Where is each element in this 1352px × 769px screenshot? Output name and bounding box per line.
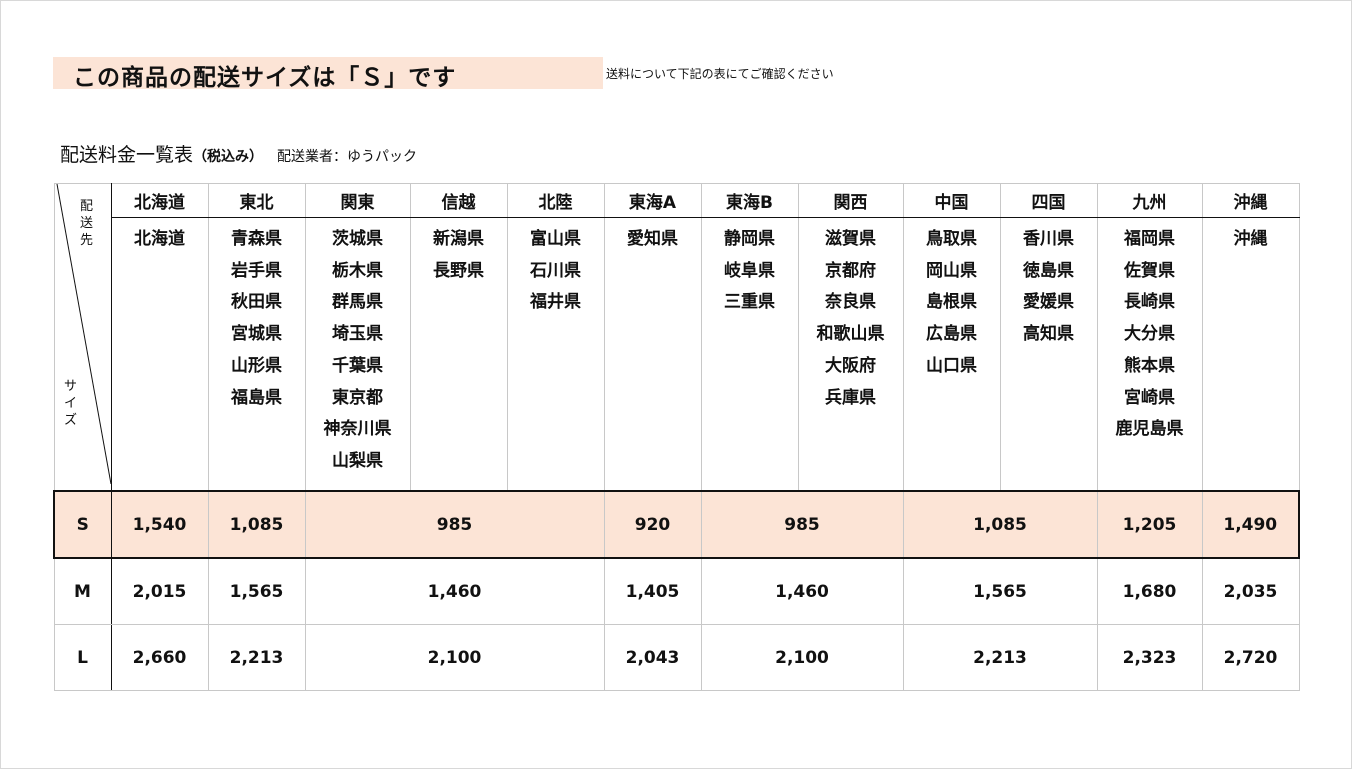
region-header: 中国 — [902, 183, 1001, 218]
rate-cell: 985 — [304, 490, 605, 559]
prefecture-list: 青森県 岩手県 秋田県 宮城県 山形県 福島県 — [207, 217, 306, 492]
size-banner: この商品の配送サイズは「Ｓ」です — [53, 57, 603, 91]
prefecture-list: 茨城県 栃木県 群馬県 埼玉県 千葉県 東京都 神奈川県 山梨県 — [304, 217, 411, 492]
size-label: M — [53, 557, 112, 625]
prefecture-list: 愛知県 — [603, 217, 702, 492]
rate-cell: 1,085 — [902, 490, 1098, 559]
rate-table-title: 配送料金一覧表 — [60, 144, 194, 166]
size-label: S — [53, 490, 112, 559]
corner-size-label: サイズ — [63, 379, 77, 428]
prefecture-list: 鳥取県 岡山県 島根県 広島県 山口県 — [902, 217, 1001, 492]
region-header: 沖縄 — [1201, 183, 1300, 218]
rate-cell: 2,015 — [110, 557, 209, 625]
rate-row-l: L 2,660 2,213 2,100 2,043 2,100 2,213 2,323 2,72… — [53, 624, 1300, 691]
prefecture-list: 静岡県 岐阜県 三重県 — [700, 217, 799, 492]
region-header: 関西 — [797, 183, 904, 218]
prefecture-list: 新潟県 長野県 — [409, 217, 508, 492]
prefecture-list: 香川県 徳島県 愛媛県 高知県 — [999, 217, 1098, 492]
corner-header: 配送先 サイズ — [53, 183, 112, 492]
rate-cell: 985 — [700, 490, 904, 559]
rate-cell: 2,720 — [1201, 624, 1300, 691]
rate-cell: 2,213 — [902, 624, 1098, 691]
rate-cell: 1,460 — [304, 557, 605, 625]
region-header: 北陸 — [506, 183, 605, 218]
carrier-label: 配送業者：ゆうパック — [277, 149, 418, 165]
region-header: 東海B — [700, 183, 799, 218]
banner-title: この商品の配送サイズは「Ｓ」です — [73, 65, 457, 91]
corner-destination-label: 配送先 — [79, 199, 93, 248]
region-header: 東北 — [207, 183, 306, 218]
rate-cell: 920 — [603, 490, 702, 559]
prefecture-list: 福岡県 佐賀県 長崎県 大分県 熊本県 宮崎県 鹿児島県 — [1096, 217, 1203, 492]
region-header: 関東 — [304, 183, 411, 218]
rate-row-m: M 2,015 1,565 1,460 1,405 1,460 1,565 1,680 2,03… — [53, 557, 1300, 625]
diagonal-divider — [56, 184, 111, 484]
region-header: 信越 — [409, 183, 508, 218]
banner-note: 送料について下記の表にてご確認ください — [606, 67, 834, 81]
region-header: 九州 — [1096, 183, 1203, 218]
size-label: L — [53, 624, 112, 691]
section-title: 配送料金一覧表（税込み） 配送業者：ゆうパック — [60, 140, 417, 167]
rate-row-s: S 1,540 1,085 985 920 985 1,085 1,205 1,490 — [53, 490, 1300, 559]
rate-cell: 2,213 — [207, 624, 306, 691]
rate-cell: 2,660 — [110, 624, 209, 691]
rate-cell: 1,085 — [207, 490, 306, 559]
tax-note: （税込み） — [193, 149, 264, 165]
rate-cell: 1,565 — [902, 557, 1098, 625]
prefecture-list: 沖縄 — [1201, 217, 1300, 492]
rate-cell: 1,205 — [1096, 490, 1203, 559]
rate-cell: 1,565 — [207, 557, 306, 625]
region-header: 東海A — [603, 183, 702, 218]
rate-cell: 1,490 — [1201, 490, 1300, 559]
rate-cell: 2,035 — [1201, 557, 1300, 625]
rate-cell: 2,323 — [1096, 624, 1203, 691]
rate-cell: 2,100 — [304, 624, 605, 691]
prefecture-list: 滋賀県 京都府 奈良県 和歌山県 大阪府 兵庫県 — [797, 217, 904, 492]
rate-cell: 1,540 — [110, 490, 209, 559]
region-header: 四国 — [999, 183, 1098, 218]
rate-cell: 2,043 — [603, 624, 702, 691]
rate-cell: 1,405 — [603, 557, 702, 625]
rate-cell: 1,680 — [1096, 557, 1203, 625]
prefecture-list: 北海道 — [110, 217, 209, 492]
region-header: 北海道 — [110, 183, 209, 218]
shipping-rate-table: 配送先 サイズ 北海道 東北 関東 信越 北陸 東海A 東海B 関西 中国 四国 九州 沖縄 北海道青… — [53, 183, 1300, 691]
rate-cell: 1,460 — [700, 557, 904, 625]
rate-cell: 2,100 — [700, 624, 904, 691]
prefecture-list: 富山県 石川県 福井県 — [506, 217, 605, 492]
